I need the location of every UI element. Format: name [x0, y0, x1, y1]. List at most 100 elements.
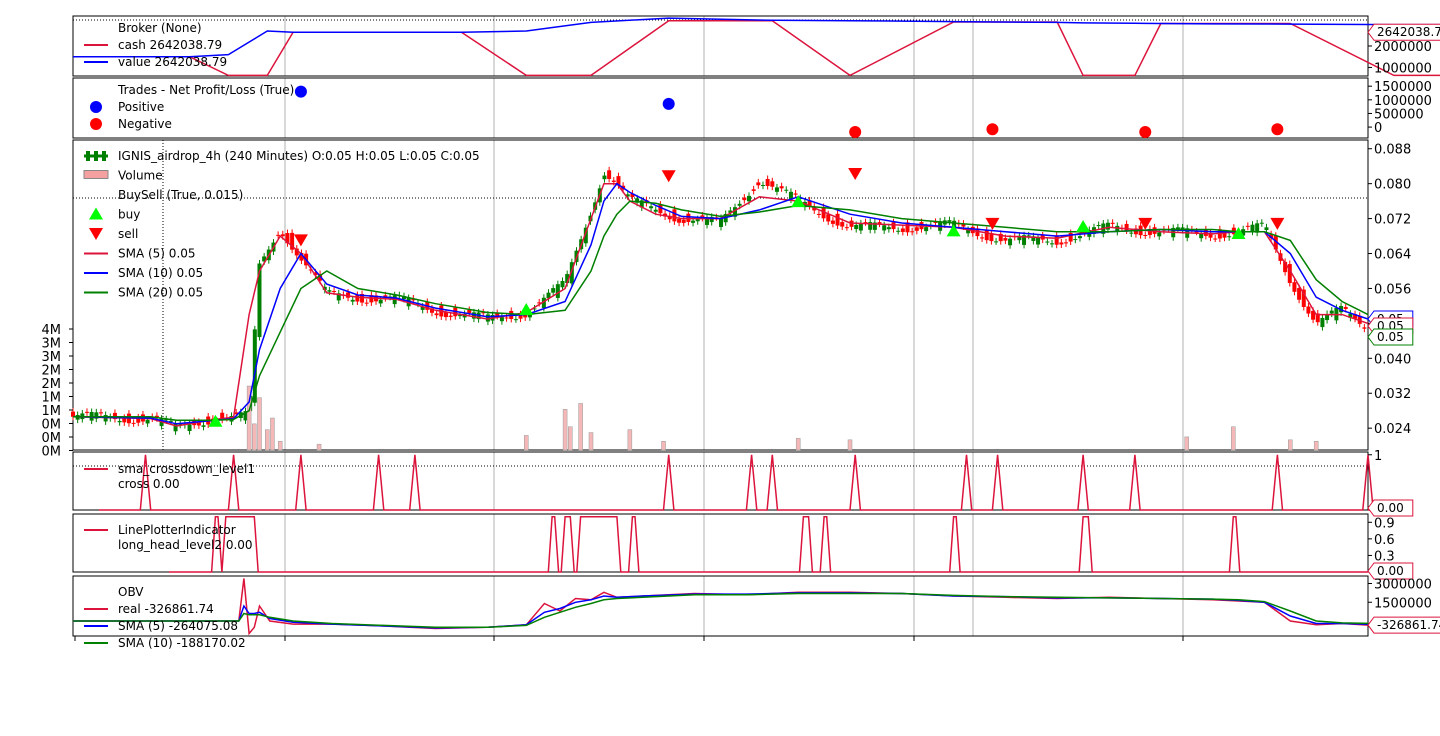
candle-body: [882, 225, 887, 231]
volume-bar: [277, 441, 283, 451]
crossdown-line: [98, 454, 1375, 511]
candle-body: [145, 419, 150, 424]
price-last-value: 0.05: [1377, 330, 1404, 344]
candle-body: [896, 230, 901, 232]
candle-body: [1292, 282, 1297, 292]
legend-label: SMA (10) -188170.02: [118, 636, 246, 650]
candle-body: [1329, 310, 1334, 314]
legends: Broker (None) cash 2642038.79 value 264203…: [83, 21, 480, 650]
ytick-label: 1500000: [1374, 596, 1432, 611]
legend-label: Negative: [118, 117, 172, 131]
candle-body: [966, 229, 971, 234]
candle-body: [1036, 237, 1041, 245]
candle-body: [541, 297, 546, 308]
candle-body: [1320, 317, 1325, 328]
candle-body: [868, 222, 873, 230]
volume-bar: [1313, 441, 1319, 451]
candle-body: [980, 237, 985, 239]
ytick-label: 0.032: [1374, 387, 1411, 402]
candle-body: [635, 198, 640, 203]
volume-bar: [568, 426, 573, 451]
candle-body: [499, 317, 504, 322]
value-tag: [1367, 499, 1414, 517]
legend-label: Broker (None): [118, 21, 202, 35]
candle-body: [1110, 222, 1115, 224]
candle-body: [327, 290, 332, 292]
sell-marker: [848, 168, 863, 181]
legend-label: IGNIS_airdrop_4h (240 Minutes) O:0.05 H:…: [118, 149, 480, 163]
panel-frame-lineplotter: [72, 513, 1369, 573]
candle-body: [220, 412, 225, 420]
candle-body: [1199, 233, 1204, 239]
candle-body: [285, 233, 290, 244]
candle-body: [448, 315, 453, 317]
candle-body: [788, 191, 793, 200]
candle-body: [583, 227, 588, 244]
candle-body: [168, 420, 173, 422]
candle-body: [1059, 242, 1064, 245]
ytick-label: 1000000: [1374, 94, 1432, 109]
sell-marker: [1138, 217, 1153, 230]
candle-body: [420, 306, 425, 310]
candle-body: [332, 290, 337, 292]
candle-body: [243, 411, 248, 421]
candle-body: [728, 210, 733, 213]
candle-body: [770, 181, 775, 187]
candle-body: [1227, 236, 1232, 238]
candle-body: [1269, 234, 1274, 239]
candle-body: [858, 223, 863, 231]
volume-bar: [795, 438, 801, 451]
candle-body: [131, 422, 136, 424]
candle-body: [900, 228, 905, 232]
candle-body: [1031, 236, 1036, 241]
lineplotter-last-value: 0.00: [1377, 564, 1404, 578]
legend-label: SMA (10) 0.05: [118, 266, 203, 280]
legend-marker: [90, 101, 102, 113]
candle-body: [774, 187, 779, 192]
trade-point: [662, 97, 675, 110]
legend-label: Positive: [118, 100, 164, 114]
candle-body: [653, 209, 658, 212]
candle-body: [1003, 238, 1008, 241]
legend-label: Volume: [118, 169, 163, 183]
candle-body: [700, 215, 705, 218]
gridlines: [73, 16, 1368, 636]
candle-body: [378, 299, 383, 304]
ytick-label: 1000000: [1374, 61, 1432, 76]
candle-body: [299, 252, 304, 261]
sell-marker: [661, 170, 676, 183]
candle-body: [1026, 235, 1031, 237]
panel-frame-broker: [72, 15, 1369, 77]
ytick-label: 0.072: [1374, 213, 1411, 228]
value-tag: [1367, 562, 1414, 580]
candle-body: [1315, 313, 1320, 323]
candle-body: [1353, 314, 1358, 319]
candle-body: [760, 185, 765, 187]
volume-bar: [1288, 439, 1293, 451]
volume-tick-label: 3M: [42, 350, 62, 365]
candle-body: [294, 248, 299, 256]
candle-body: [313, 272, 318, 276]
candle-body: [1306, 306, 1311, 314]
trade-point: [294, 85, 307, 98]
candle-body: [830, 220, 835, 224]
volume-bar: [588, 432, 594, 451]
candle-body: [961, 223, 966, 227]
legend-marker: [90, 118, 102, 130]
volume-bar: [270, 417, 275, 451]
candle-body: [914, 227, 919, 231]
volume-tick-label: 4M: [42, 323, 62, 338]
candle-body: [1008, 238, 1013, 246]
crossdown-last-value: 0.00: [1377, 501, 1404, 515]
candle-body: [518, 314, 523, 319]
candle-body: [1077, 236, 1082, 239]
ytick-label: 0.080: [1374, 178, 1411, 193]
chart-marks: [71, 17, 1440, 636]
buy-marker: [1231, 227, 1246, 239]
candle-body: [709, 216, 714, 223]
candle-body: [1017, 235, 1022, 241]
candle-body: [924, 227, 929, 232]
candle-body: [933, 221, 938, 223]
legend-label: SMA (5) -264075.08: [118, 619, 238, 633]
sell-marker: [1270, 217, 1285, 230]
